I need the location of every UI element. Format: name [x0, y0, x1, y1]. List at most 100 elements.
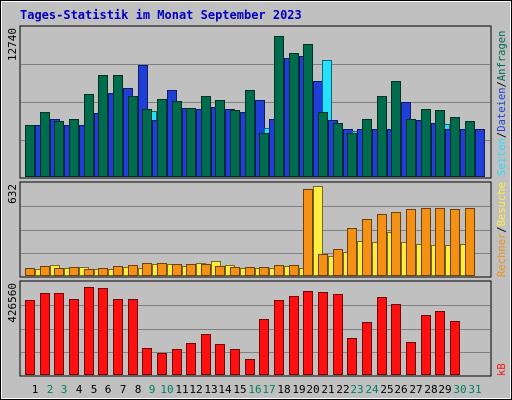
panel-frame	[19, 280, 492, 377]
x-tick-label: 23	[350, 383, 363, 396]
x-tick-label: 25	[380, 383, 393, 396]
bar-visits-day-23	[347, 228, 357, 276]
bar-visits-day-30	[450, 209, 460, 276]
bar-visits-day-27	[406, 209, 416, 276]
bar-hits-day-22	[333, 123, 343, 177]
bar-kbytes-day-2	[40, 293, 50, 375]
legend-separator: /	[496, 81, 508, 87]
bar-visits-day-21	[318, 254, 328, 276]
bar-visits-day-24	[362, 219, 372, 276]
bar-hits-day-13	[201, 96, 211, 177]
bar-hits-day-8	[128, 96, 138, 177]
bar-visits-day-20	[303, 189, 313, 276]
middle-panel-legend: Rechner/Besuche	[496, 182, 508, 277]
panel-3: 426560	[6, 280, 492, 377]
bar-visits-day-19	[289, 265, 299, 276]
bar-hits-day-12	[186, 108, 196, 177]
bar-kbytes-day-4	[69, 299, 79, 375]
bar-hits-day-24	[362, 119, 372, 177]
legend-entry: kB	[496, 363, 508, 376]
x-tick-label: 18	[277, 383, 290, 396]
bar-hits-day-23	[347, 133, 357, 177]
x-tick-label: 3	[61, 383, 68, 396]
x-tick-label: 4	[76, 383, 83, 396]
legend-entry: Besuche	[496, 182, 508, 226]
bar-visits-day-28	[421, 208, 431, 276]
bar-visits-day-11	[172, 264, 182, 276]
bar-visits-day-15	[230, 267, 240, 276]
bar-hits-day-7	[113, 75, 123, 177]
x-tick-label: 7	[120, 383, 127, 396]
bar-hits-day-4	[69, 119, 79, 177]
legend-separator: /	[496, 226, 508, 232]
x-tick-label: 10	[160, 383, 173, 396]
x-tick-label: 6	[105, 383, 112, 396]
bar-visits-day-16	[245, 267, 255, 276]
bar-kbytes-day-7	[113, 299, 123, 375]
bar-kbytes-day-23	[347, 338, 357, 375]
bar-visits-day-26	[391, 212, 401, 276]
chart-panels: 12740 632 426560	[6, 25, 492, 377]
bar-hits-day-9	[142, 109, 152, 177]
legend-separator: /	[496, 132, 508, 138]
bar-hits-day-18	[274, 36, 284, 177]
bar-kbytes-day-24	[362, 322, 372, 375]
bar-visits-day-17	[259, 267, 269, 276]
x-tick-label: 13	[204, 383, 217, 396]
bar-hits-day-31	[465, 121, 475, 177]
bar-kbytes-day-11	[172, 349, 182, 375]
bar-hits-day-6	[98, 75, 108, 177]
bar-kbytes-day-8	[128, 299, 138, 375]
bar-hits-day-16	[245, 90, 255, 177]
panel-frame	[19, 25, 492, 179]
bar-hits-day-21	[318, 112, 328, 177]
bar-visits-day-18	[274, 265, 284, 276]
bar-hits-day-2	[40, 112, 50, 177]
bar-hits-day-5	[84, 94, 94, 177]
chart-title: Tages-Statistik im Monat September 2023	[20, 8, 302, 22]
bar-kbytes-day-1	[25, 300, 35, 375]
x-tick-label: 26	[394, 383, 407, 396]
bar-kbytes-day-19	[289, 296, 299, 375]
bar-visits-day-7	[113, 266, 123, 276]
bar-hits-day-27	[406, 119, 416, 177]
y-max-label: 632	[6, 184, 19, 204]
bar-visits-day-10	[157, 263, 167, 276]
bar-kbytes-day-26	[391, 304, 401, 375]
x-tick-label: 19	[292, 383, 305, 396]
legend-entry: Seiten	[496, 138, 508, 176]
bar-visits-day-1	[25, 268, 35, 276]
bar-hits-day-28	[421, 109, 431, 177]
x-tick-label: 14	[218, 383, 232, 396]
x-tick-label: 16	[248, 383, 261, 396]
bar-kbytes-day-3	[54, 293, 64, 375]
legend-entry: Rechner	[496, 233, 508, 277]
bar-kbytes-day-5	[84, 287, 94, 375]
bar-visits-day-8	[128, 265, 138, 276]
bar-kbytes-day-13	[201, 334, 211, 375]
bar-visits-day-25	[377, 214, 387, 276]
bar-visits-day-31	[465, 208, 475, 276]
bar-kbytes-day-17	[259, 319, 269, 375]
bar-kbytes-day-28	[421, 315, 431, 375]
bar-kbytes-day-21	[318, 292, 328, 375]
bar-files-day-31	[475, 129, 485, 177]
legend-entry: Anfragen	[496, 31, 508, 82]
bar-kbytes-day-22	[333, 294, 343, 375]
bar-visits-day-2	[40, 266, 50, 276]
bar-hits-day-25	[377, 96, 387, 177]
x-tick-label: 15	[233, 383, 246, 396]
bar-hits-day-19	[289, 53, 299, 177]
x-tick-label: 5	[91, 383, 98, 396]
bar-visits-day-12	[186, 264, 196, 276]
x-tick-label: 17	[262, 383, 275, 396]
y-max-label: 12740	[6, 28, 19, 61]
x-tick-label: 12	[189, 383, 202, 396]
bottom-panel-legend: kB	[496, 363, 508, 376]
bar-kbytes-day-14	[215, 344, 225, 375]
x-tick-label: 11	[175, 383, 188, 396]
x-tick-label: 28	[424, 383, 437, 396]
bar-kbytes-day-27	[406, 342, 416, 375]
